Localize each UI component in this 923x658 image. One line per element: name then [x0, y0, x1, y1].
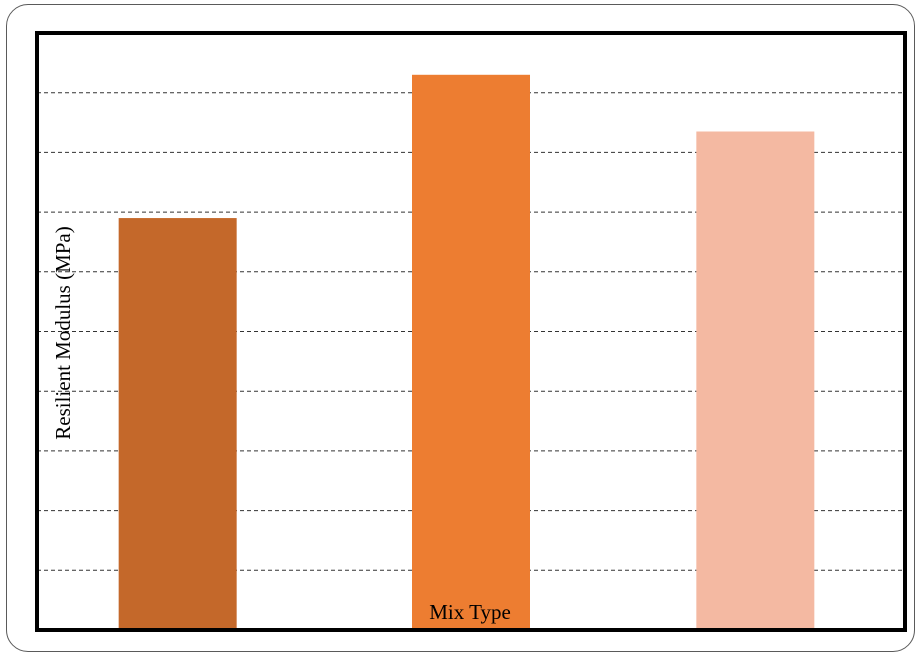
- bar-1: [118, 218, 237, 630]
- plot-area-border: [35, 31, 907, 632]
- bar-3: [696, 131, 815, 630]
- bar-2: [412, 74, 530, 631]
- bars: [118, 74, 815, 631]
- y-axis-title: Resilient Modulus (MPa): [51, 226, 75, 440]
- x-axis-title: Mix Type: [429, 600, 511, 624]
